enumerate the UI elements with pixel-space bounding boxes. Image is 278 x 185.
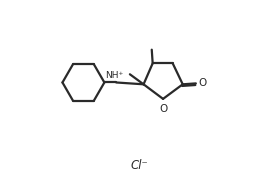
- Text: O: O: [198, 78, 207, 88]
- Text: O: O: [159, 104, 167, 114]
- Text: Cl⁻: Cl⁻: [130, 159, 148, 172]
- Text: NH⁺: NH⁺: [105, 71, 123, 80]
